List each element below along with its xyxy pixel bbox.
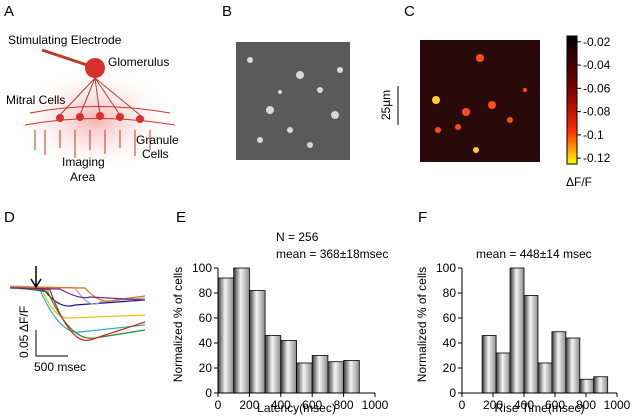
y-tick-label: 60 [443, 311, 457, 325]
y-tick-label: 80 [443, 286, 457, 300]
bar [523, 295, 539, 394]
bar [343, 360, 360, 394]
y-tick-label: 40 [199, 336, 213, 350]
x-tick-label: 600 [545, 398, 565, 412]
diagram-label: Cells [142, 147, 169, 161]
annotation: mean = 448±14 msec [476, 247, 592, 261]
bar [495, 352, 511, 394]
x-tick-label: 1000 [362, 398, 389, 412]
x-tick-label: 800 [576, 398, 596, 412]
x-tick-label: 1000 [604, 398, 631, 412]
panel-label: F [418, 209, 427, 226]
bar [481, 335, 497, 394]
scale-label: 25µm [379, 90, 393, 120]
bar [296, 362, 313, 394]
scale-label: 0.05 ΔF/F [17, 306, 31, 358]
y-tick-label: 80 [199, 286, 213, 300]
x-tick-label: 600 [302, 398, 322, 412]
diagram-label: Area [70, 170, 96, 184]
y-tick-label: 100 [192, 261, 212, 275]
traces [9, 285, 146, 341]
annotation: mean = 368±18msec [276, 247, 388, 261]
diagram-label: Glomerulus [108, 55, 169, 69]
bar [579, 378, 595, 394]
x-tick-label: 400 [514, 398, 534, 412]
panel-label: C [404, 3, 415, 20]
colorbar-tick-label: -0.1 [583, 128, 604, 142]
x-tick-label: 0 [459, 398, 466, 412]
y-axis-label: Normalized % of cells [171, 267, 185, 382]
scale-bar [35, 330, 68, 357]
x-axis-label: Rise Time(msec) [494, 401, 584, 415]
x-axis-label: Latency(msec) [257, 401, 336, 415]
bar [311, 355, 329, 394]
x-tick-label: 400 [271, 398, 291, 412]
bar [593, 376, 609, 394]
y-tick-label: 0 [449, 386, 456, 400]
bar [537, 362, 553, 394]
bar [551, 331, 567, 394]
x-tick-label: 200 [239, 398, 259, 412]
bar [248, 290, 266, 394]
diagram-label: Stimulating Electrode [8, 33, 122, 47]
bar [233, 267, 250, 394]
bar [264, 335, 282, 394]
scale-label: 500 msec [34, 360, 86, 374]
colorbar-tick-label: -0.08 [583, 105, 611, 119]
bar [327, 361, 344, 394]
bar [280, 340, 297, 394]
colorbar [566, 35, 578, 165]
bar [217, 277, 235, 394]
x-tick-label: 200 [483, 398, 503, 412]
y-tick-label: 60 [199, 311, 213, 325]
colorbar-tick-label: -0.06 [583, 81, 611, 95]
panel-label: E [176, 209, 186, 226]
diagram-label: Imaging [62, 155, 105, 169]
bar [565, 337, 581, 394]
stimulus-arrow [30, 266, 42, 289]
colorbar-tick-label: -0.12 [583, 151, 611, 165]
y-tick-label: 100 [436, 261, 456, 275]
x-tick-label: 800 [334, 398, 354, 412]
y-tick-label: 40 [443, 336, 457, 350]
panel-label: A [4, 3, 14, 20]
bar [509, 267, 525, 394]
colorbar-tick-label: -0.02 [583, 35, 611, 49]
y-tick-label: 0 [205, 386, 212, 400]
diagram [10, 48, 180, 175]
x-tick-label: 0 [215, 398, 222, 412]
y-axis-label: Normalized % of cells [415, 267, 429, 382]
y-tick-label: 20 [199, 361, 213, 375]
colorbar-label: ΔF/F [566, 175, 592, 189]
colorbar-tick-label: -0.04 [583, 58, 611, 72]
diagram-label: Granule [136, 133, 179, 147]
diagram-label: Mitral Cells [6, 93, 65, 107]
micrograph [236, 42, 350, 160]
heatmap-image [420, 40, 540, 162]
panel-label: D [4, 209, 15, 226]
panel-label: B [222, 3, 232, 20]
y-tick-label: 20 [443, 361, 457, 375]
annotation: N = 256 [276, 230, 319, 244]
